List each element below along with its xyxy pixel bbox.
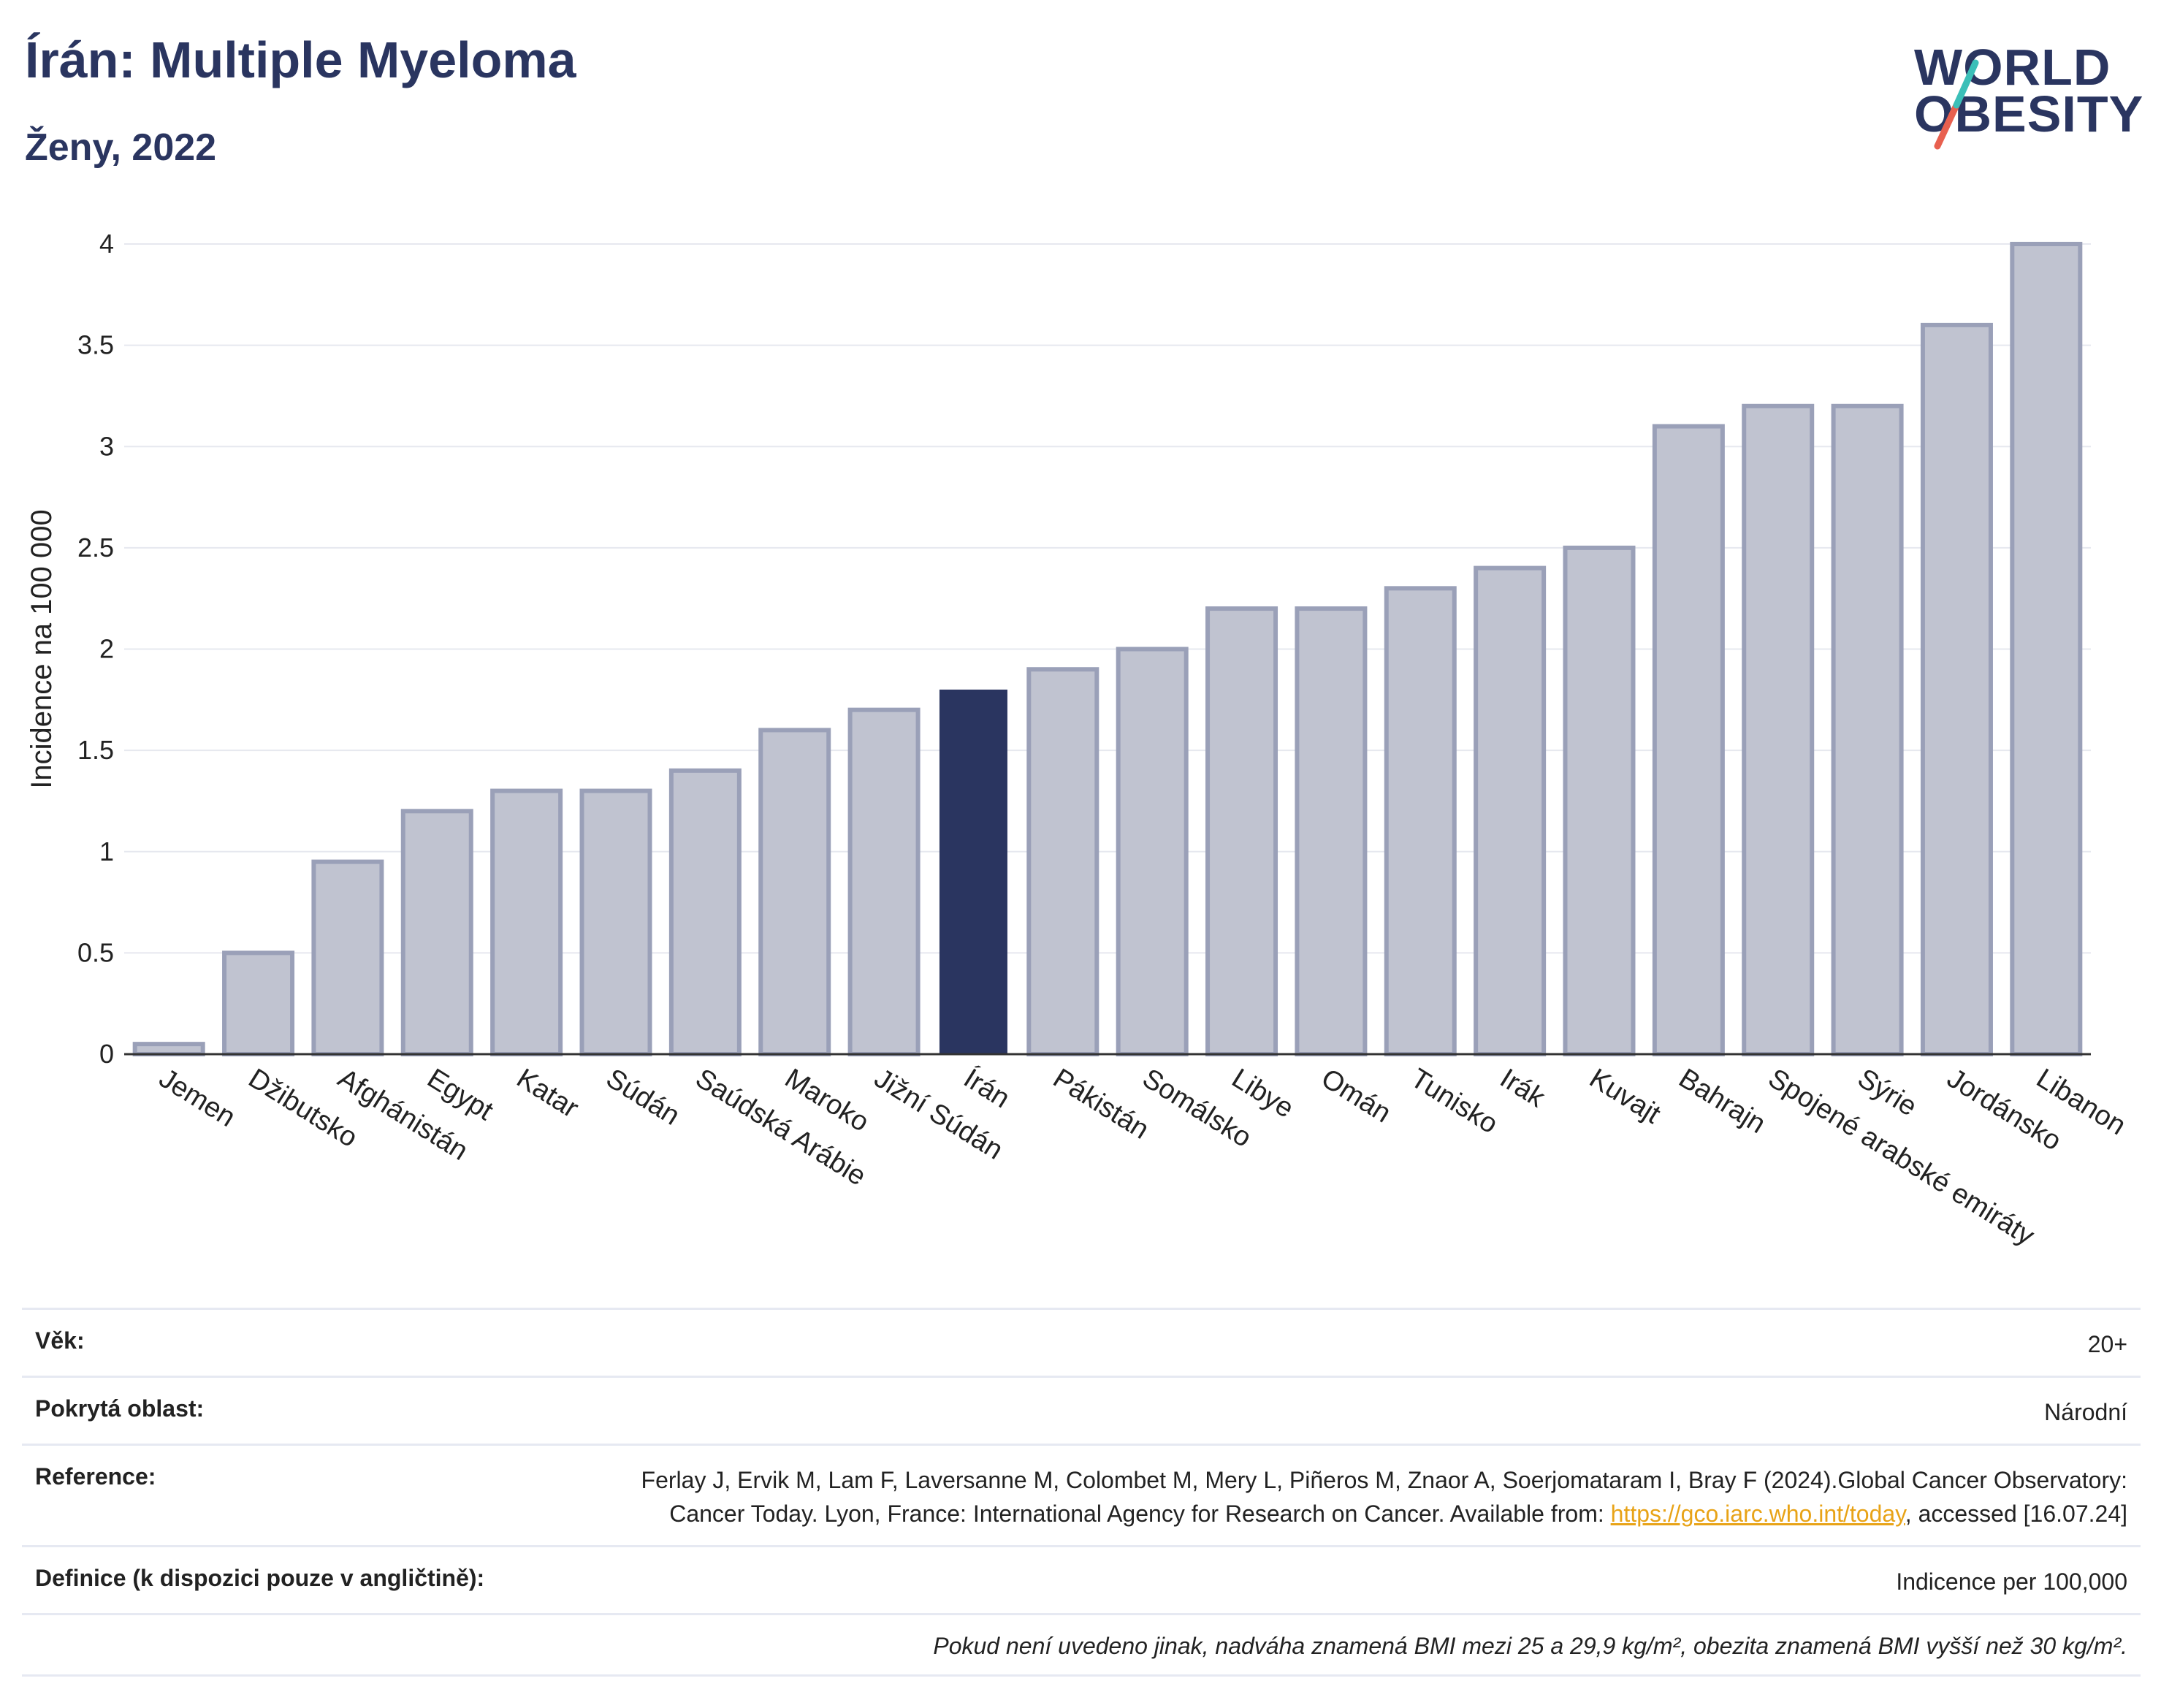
info-row-reference: Reference: Ferlay J, Ervik M, Lam F, Lav…: [22, 1444, 2141, 1545]
info-row-age: Věk: 20+: [22, 1308, 2141, 1376]
logo-line-1: WORLD: [1914, 39, 2111, 96]
bar: [1205, 606, 1278, 1056]
bmi-note: Pokud není uvedeno jinak, nadváha znamen…: [933, 1633, 2127, 1659]
age-label: Věk:: [35, 1327, 85, 1354]
bar: [668, 768, 742, 1056]
bar: [222, 950, 295, 1056]
bar: [1384, 586, 1457, 1056]
reference-label: Reference:: [35, 1463, 156, 1490]
x-tick-label: Sýrie: [1852, 1063, 1922, 1122]
bar: [1831, 403, 1904, 1056]
bar: [2010, 242, 2083, 1056]
y-tick-label: 1.5: [77, 735, 114, 765]
x-tick-label: Írán: [958, 1062, 1015, 1114]
bar: [311, 859, 384, 1056]
reference-link[interactable]: https://gco.iarc.who.int/today: [1610, 1501, 1905, 1527]
bar: [1563, 545, 1636, 1056]
info-table: Věk: 20+ Pokrytá oblast: Národní Referen…: [22, 1308, 2141, 1677]
bar: [132, 1042, 205, 1056]
bar-highlight: [939, 689, 1007, 1054]
x-tick-label: Kuvajt: [1584, 1063, 1666, 1130]
bar: [1920, 322, 1993, 1056]
y-tick-label: 1: [99, 836, 114, 866]
reference-accessed: , accessed [16.07.24]: [1905, 1501, 2127, 1527]
y-tick-label: 2: [99, 634, 114, 664]
info-row-definition: Definice (k dispozici pouze v angličtině…: [22, 1545, 2141, 1613]
area-value: Národní: [2044, 1399, 2127, 1425]
bar: [1026, 667, 1099, 1056]
info-row-area: Pokrytá oblast: Národní: [22, 1376, 2141, 1444]
x-tick-label: Omán: [1316, 1063, 1396, 1129]
y-tick-label: 3.5: [77, 330, 114, 360]
x-tick-label: Tunisko: [1406, 1063, 1503, 1140]
bar: [1652, 424, 1725, 1056]
bar: [1474, 565, 1547, 1056]
definition-label: Definice (k dispozici pouze v angličtině…: [35, 1565, 485, 1591]
bar-chart: 0 0.5 1 1.5 2 2.5 3 3.5 4 Incidence na 100 000 Jem…: [26, 229, 2131, 1251]
info-row-note: Pokud není uvedeno jinak, nadváha znamen…: [22, 1613, 2141, 1677]
reference-value: Ferlay J, Ervik M, Lam F, Laversanne M, …: [593, 1463, 2127, 1530]
y-tick-label: 4: [99, 229, 114, 259]
age-value: 20+: [2087, 1331, 2127, 1357]
y-tick-label: 0.5: [77, 937, 114, 967]
bar: [579, 788, 652, 1056]
x-tick-label: Súdán: [601, 1063, 685, 1132]
logo-slash-icon: [1934, 59, 1979, 150]
bar: [400, 809, 473, 1056]
y-axis-label: Incidence na 100 000: [26, 509, 58, 789]
bar: [1742, 403, 1815, 1056]
y-tick-label: 2.5: [77, 533, 114, 563]
x-tick-label: Irák: [1495, 1063, 1551, 1114]
bar: [1116, 647, 1189, 1056]
bar: [490, 788, 563, 1056]
y-tick-label: 3: [99, 431, 114, 461]
area-label: Pokrytá oblast:: [35, 1395, 205, 1422]
reference-text: Ferlay J, Ervik M, Lam F, Laversanne M, …: [641, 1467, 2127, 1527]
bar: [1295, 606, 1368, 1056]
x-tick-label: Pákistán: [1048, 1063, 1154, 1145]
chart-title: Írán: Multiple Myeloma: [25, 31, 576, 88]
chart-subtitle: Ženy, 2022: [25, 126, 217, 169]
definition-value: Indicence per 100,000: [1896, 1568, 2127, 1595]
y-tick-label: 0: [99, 1039, 114, 1069]
x-tick-label: Jemen: [153, 1063, 240, 1133]
bar: [758, 728, 831, 1057]
x-tick-label: Katar: [511, 1063, 584, 1124]
world-obesity-logo[interactable]: WORLD OBESITY: [1899, 38, 2148, 155]
bar: [847, 707, 921, 1056]
x-tick-label: Bahrajn: [1674, 1063, 1771, 1140]
